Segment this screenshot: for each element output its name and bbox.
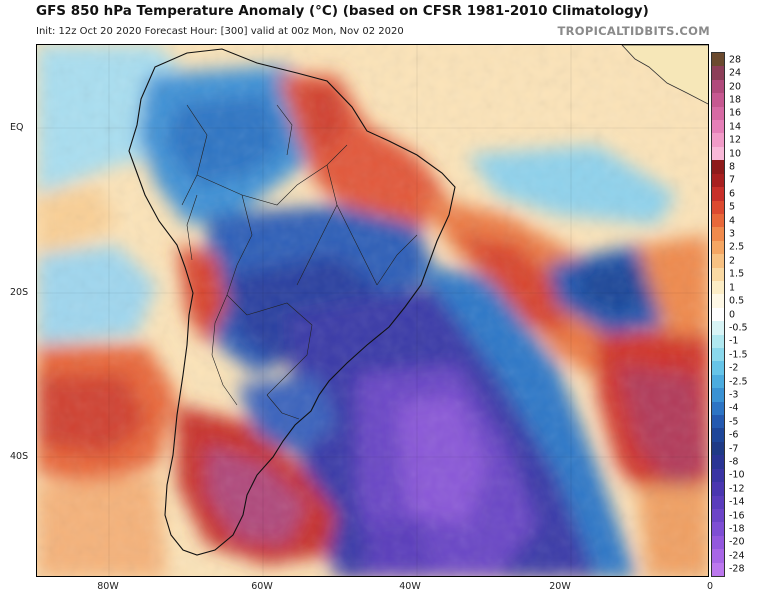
colorbar-tick-label: -10 <box>729 469 745 481</box>
colorbar-swatch <box>712 321 724 336</box>
country-borders <box>181 104 418 420</box>
colorbar-tick-label: 1 <box>729 282 736 294</box>
lat-label-40s: 40S <box>10 451 29 462</box>
colorbar-tick-label: 28 <box>729 54 742 66</box>
colorbar-swatch <box>712 415 724 429</box>
colorbar-tick-label: -2.5 <box>729 376 748 388</box>
graticule <box>37 45 708 576</box>
colorbar-swatch <box>712 294 724 309</box>
colorbar-tick-label: -1 <box>729 335 739 347</box>
colorbar-swatch <box>712 508 724 523</box>
colorbar-tick-label: -1.5 <box>729 349 748 361</box>
colorbar-swatch <box>712 522 724 537</box>
colorbar-tick-label: 2 <box>729 255 736 267</box>
colorbar-tick-label: -20 <box>729 536 745 548</box>
forecast-info: Init: 12z Oct 20 2020 Forecast Hour: [30… <box>36 26 404 37</box>
colorbar-tick-label: 7 <box>729 174 736 186</box>
colorbar-swatch <box>712 146 724 161</box>
colorbar-tick-label: 10 <box>729 148 742 160</box>
colorbar-swatch <box>712 120 724 134</box>
colorbar-tick-label: -4 <box>729 402 739 414</box>
colorbar-swatch <box>712 535 724 550</box>
lon-label-0: 0 <box>706 581 714 592</box>
brand-watermark[interactable]: TROPICALTIDBITS.COM <box>557 24 710 38</box>
colorbar-swatch <box>712 227 724 242</box>
colorbar-swatch <box>712 455 724 470</box>
colorbar-swatch <box>712 401 724 416</box>
lon-label-40w: 40W <box>399 581 421 592</box>
colorbar-swatch <box>712 495 724 510</box>
colorbar-tick-label: 6 <box>729 188 736 200</box>
lon-label-80w: 80W <box>97 581 119 592</box>
africa-coast <box>621 45 708 105</box>
colorbar-swatch <box>712 482 724 497</box>
colorbar-tick-label: 16 <box>729 107 742 119</box>
south-america-outline <box>128 48 456 556</box>
colorbar-swatch <box>712 240 724 255</box>
colorbar-tick-label: 0 <box>729 309 736 320</box>
colorbar-swatch <box>712 549 724 564</box>
colorbar-tick-label: 14 <box>729 121 742 133</box>
colorbar-swatch <box>712 441 724 456</box>
colorbar-swatch <box>712 93 724 108</box>
colorbar-swatch <box>712 334 724 349</box>
colorbar-tick-label: 0.5 <box>729 295 745 307</box>
colorbar-swatch <box>712 267 724 282</box>
colorbar-tick-label: -12 <box>729 483 745 495</box>
colorbar-tick-label: -14 <box>729 496 745 508</box>
colorbar-swatch <box>712 66 724 81</box>
colorbar-swatch <box>712 213 724 228</box>
colorbar-swatch <box>712 53 724 67</box>
lat-label-eq: EQ <box>10 122 24 133</box>
anomaly-map <box>36 44 709 577</box>
lat-label-20s: 20S <box>10 287 29 298</box>
colorbar-tick-label: -0.5 <box>729 322 748 334</box>
colorbar-swatch <box>712 562 724 577</box>
colorbar-tick-label: -6 <box>729 429 739 441</box>
colorbar-tick-label: -28 <box>729 563 745 575</box>
colorbar-swatch <box>712 79 724 94</box>
colorbar-swatch <box>712 280 724 295</box>
colorbar-tick-label: 1.5 <box>729 268 745 280</box>
colorbar-swatch <box>712 348 724 362</box>
colorbar-swatch <box>712 428 724 443</box>
colorbar-tick-label: 2.5 <box>729 241 745 253</box>
colorbar-tick-label: -2 <box>729 362 739 374</box>
colorbar-swatch <box>712 173 724 188</box>
colorbar-swatch <box>712 254 724 269</box>
colorbar-tick-label: 5 <box>729 201 736 213</box>
colorbar-swatch <box>712 200 724 215</box>
colorbar-tick-label: 4 <box>729 215 736 227</box>
colorbar-tick-label: 8 <box>729 161 736 173</box>
colorbar-swatch <box>712 133 724 148</box>
colorbar-tick-label: 18 <box>729 94 742 106</box>
colorbar-tick-label: 12 <box>729 134 742 146</box>
colorbar-swatch <box>712 374 724 389</box>
colorbar-tick-label: -24 <box>729 550 745 562</box>
colorbar-swatch <box>712 106 724 121</box>
colorbar-tick-label: 20 <box>729 81 742 93</box>
colorbar-swatch <box>712 468 724 483</box>
colorbar-tick-label: -7 <box>729 443 739 455</box>
colorbar-swatch <box>712 361 724 376</box>
colorbar-tick-label: -3 <box>729 389 739 401</box>
colorbar-swatch <box>712 307 724 322</box>
texture-overlay <box>37 45 708 576</box>
colorbar-tick-label: 3 <box>729 228 736 240</box>
lon-label-20w: 20W <box>549 581 571 592</box>
colorbar-tick-label: -8 <box>729 456 739 468</box>
colorbar-tick-label: -5 <box>729 416 739 428</box>
colorbar-swatch <box>712 160 724 175</box>
colorbar <box>711 52 725 577</box>
colorbar-swatch <box>712 388 724 403</box>
colorbar-tick-label: -18 <box>729 523 745 535</box>
colorbar-tick-label: -16 <box>729 510 745 522</box>
map-title: GFS 850 hPa Temperature Anomaly (°C) (ba… <box>36 3 649 19</box>
colorbar-tick-label: 24 <box>729 67 742 79</box>
lon-label-60w: 60W <box>251 581 273 592</box>
colorbar-swatch <box>712 187 724 201</box>
